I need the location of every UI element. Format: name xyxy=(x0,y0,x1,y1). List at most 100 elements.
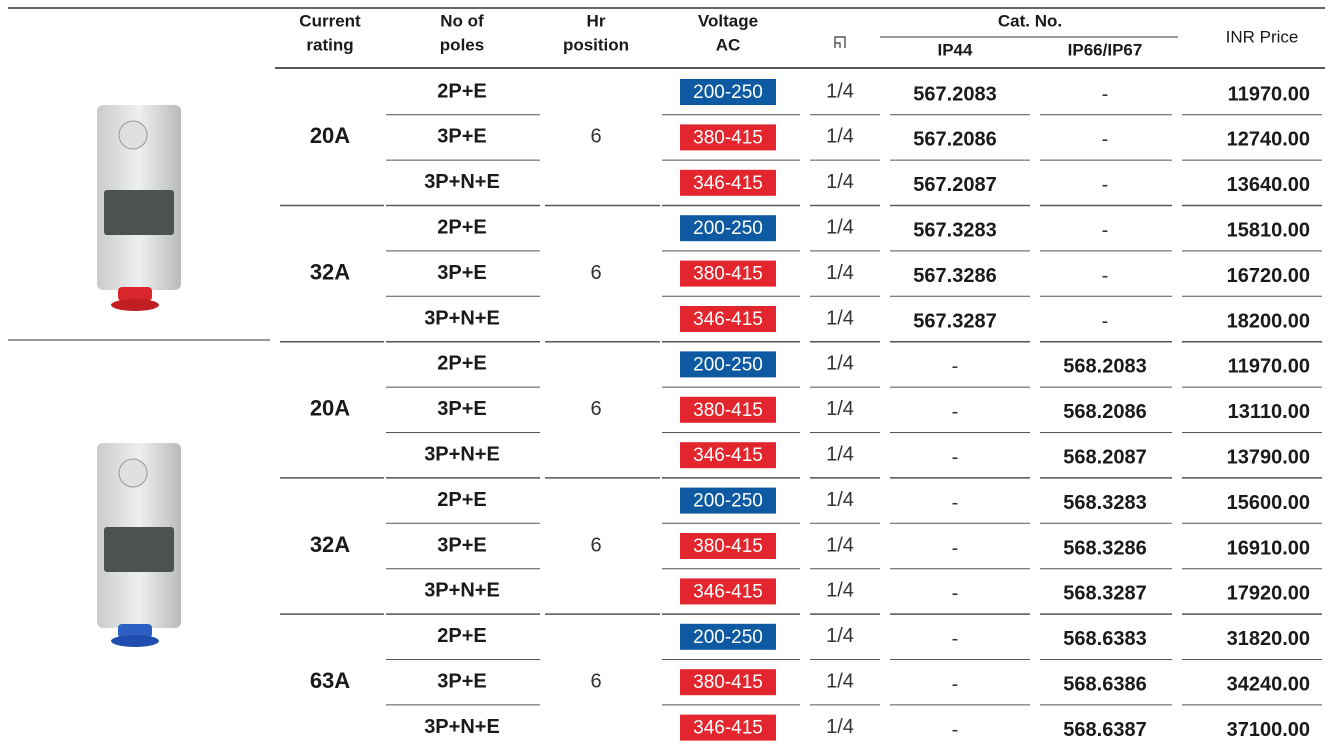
header-text: IP66/IP67 xyxy=(1068,40,1143,59)
cat-ip44: 567.3287 xyxy=(913,310,996,332)
hr-position: 6 xyxy=(590,670,601,692)
header-text: position xyxy=(563,35,629,54)
cat-ip44: 567.2086 xyxy=(913,129,996,151)
poles: 3P+N+E xyxy=(424,716,500,738)
current-rating: 20A xyxy=(310,123,350,148)
voltage: 200-250 xyxy=(693,354,763,375)
cat-ip44: 567.2087 xyxy=(913,174,996,196)
poles: 2P+E xyxy=(437,80,486,102)
voltage: 380-415 xyxy=(693,536,763,557)
duty: 1/4 xyxy=(826,307,854,329)
cat-ip66: - xyxy=(1102,174,1109,196)
cat-ip66: 568.2087 xyxy=(1063,446,1146,468)
poles: 2P+E xyxy=(437,489,486,511)
price: 37100.00 xyxy=(1227,719,1310,741)
price: 16720.00 xyxy=(1227,265,1310,287)
price: 11970.00 xyxy=(1228,356,1310,378)
price: 15600.00 xyxy=(1227,492,1310,514)
duty: 1/4 xyxy=(826,216,854,238)
price: 12740.00 xyxy=(1227,129,1310,151)
poles: 3P+N+E xyxy=(424,443,500,465)
price-table: Current rating No of poles Hr position V… xyxy=(0,0,1338,747)
hr-position: 6 xyxy=(590,126,601,148)
hr-position: 6 xyxy=(590,398,601,420)
cat-ip66: - xyxy=(1102,129,1109,151)
poles: 3P+N+E xyxy=(424,307,500,329)
cat-ip44: - xyxy=(952,673,959,695)
cat-ip66: 568.3287 xyxy=(1063,583,1146,605)
current-rating: 32A xyxy=(310,259,350,284)
voltage: 346-415 xyxy=(693,445,763,466)
price: 13640.00 xyxy=(1227,174,1310,196)
header-text: No of xyxy=(440,11,484,30)
cat-ip44: - xyxy=(952,628,959,650)
duty: 1/4 xyxy=(826,171,854,193)
page: Current rating No of poles Hr position V… xyxy=(0,0,1338,752)
poles: 3P+E xyxy=(437,398,486,420)
current-rating: 32A xyxy=(310,532,350,557)
voltage: 380-415 xyxy=(693,400,763,421)
price: 11970.00 xyxy=(1228,83,1310,105)
duty: 1/4 xyxy=(826,126,854,148)
cat-ip66: 568.2083 xyxy=(1063,356,1146,378)
duty: 1/4 xyxy=(826,353,854,375)
voltage: 380-415 xyxy=(693,672,763,693)
header-text: poles xyxy=(440,35,484,54)
poles: 3P+N+E xyxy=(424,171,500,193)
header-text: Voltage xyxy=(698,11,758,30)
price: 18200.00 xyxy=(1227,310,1310,332)
cat-ip44: - xyxy=(952,537,959,559)
header-text: AC xyxy=(716,35,741,54)
poles: 3P+E xyxy=(437,670,486,692)
voltage: 380-415 xyxy=(693,264,763,285)
cat-ip66: - xyxy=(1102,265,1109,287)
cat-ip66: 568.6387 xyxy=(1063,719,1146,741)
price: 34240.00 xyxy=(1227,673,1310,695)
duty: 1/4 xyxy=(826,580,854,602)
cat-ip44: - xyxy=(952,401,959,423)
price: 13790.00 xyxy=(1227,446,1310,468)
cat-ip66: - xyxy=(1102,310,1109,332)
price: 17920.00 xyxy=(1227,583,1310,605)
duty-icon xyxy=(835,37,845,48)
duty: 1/4 xyxy=(826,398,854,420)
cat-ip44: - xyxy=(952,356,959,378)
cat-ip66: 568.6386 xyxy=(1063,673,1146,695)
poles: 3P+N+E xyxy=(424,580,500,602)
duty: 1/4 xyxy=(826,489,854,511)
cat-ip44: - xyxy=(952,583,959,605)
header-text: IP44 xyxy=(938,40,974,59)
duty: 1/4 xyxy=(826,262,854,284)
header-text: Cat. No. xyxy=(998,11,1062,30)
header-text: rating xyxy=(306,35,353,54)
duty: 1/4 xyxy=(826,534,854,556)
duty: 1/4 xyxy=(826,80,854,102)
current-rating: 20A xyxy=(310,396,350,421)
poles: 3P+E xyxy=(437,126,486,148)
price: 31820.00 xyxy=(1227,628,1310,650)
cat-ip66: 568.6383 xyxy=(1063,628,1146,650)
poles: 3P+E xyxy=(437,262,486,284)
voltage: 346-415 xyxy=(693,581,763,602)
voltage: 200-250 xyxy=(693,627,763,648)
hr-position: 6 xyxy=(590,534,601,556)
voltage: 200-250 xyxy=(693,218,763,239)
cat-ip66: 568.3283 xyxy=(1063,492,1146,514)
poles: 2P+E xyxy=(437,625,486,647)
voltage: 200-250 xyxy=(693,82,763,103)
cat-ip44: 567.3283 xyxy=(913,219,996,241)
voltage: 346-415 xyxy=(693,718,763,739)
poles: 3P+E xyxy=(437,534,486,556)
cat-ip66: - xyxy=(1102,83,1109,105)
cat-ip66: 568.2086 xyxy=(1063,401,1146,423)
duty: 1/4 xyxy=(826,443,854,465)
price: 15810.00 xyxy=(1227,219,1310,241)
header-text: INR Price xyxy=(1226,27,1299,46)
duty: 1/4 xyxy=(826,625,854,647)
duty: 1/4 xyxy=(826,670,854,692)
voltage: 380-415 xyxy=(693,127,763,148)
hr-position: 6 xyxy=(590,262,601,284)
current-rating: 63A xyxy=(310,668,350,693)
cat-ip44: - xyxy=(952,719,959,741)
cat-ip44: 567.3286 xyxy=(913,265,996,287)
